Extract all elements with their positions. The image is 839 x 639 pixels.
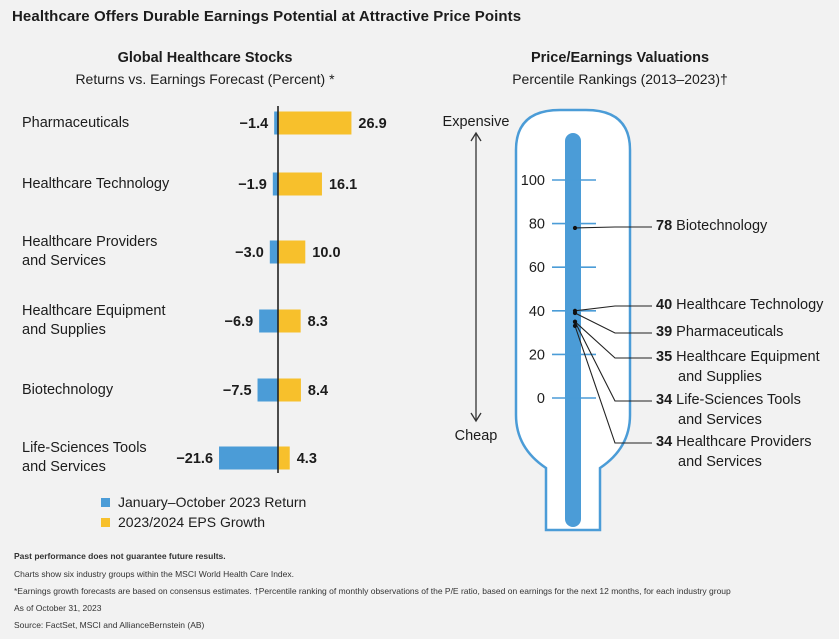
legend-item-return: January–October 2023 Return bbox=[101, 494, 306, 510]
leader-line bbox=[574, 312, 652, 334]
point-value: 40 bbox=[656, 297, 673, 313]
bar-chart: −1.4 26.9 −1.9 16.1 −3.0 10.0 −6.9 8.3 −7.5 8.4 −2… bbox=[176, 106, 387, 473]
bar-eps bbox=[278, 378, 301, 402]
bar-return bbox=[219, 446, 278, 470]
point-label-line: and Services bbox=[678, 453, 762, 470]
bar-chart-title: Global Healthcare Stocks bbox=[117, 50, 293, 66]
leader-line bbox=[574, 321, 652, 359]
bar-return bbox=[274, 111, 278, 135]
footnote-2: *Earnings growth forecasts are based on … bbox=[14, 586, 731, 596]
data-label-return: −7.5 bbox=[223, 383, 252, 399]
category-label: Biotechnology bbox=[22, 381, 113, 400]
category-label-line: and Supplies bbox=[22, 322, 106, 338]
legend-swatch-eps bbox=[101, 517, 110, 527]
data-point bbox=[572, 225, 578, 231]
data-point bbox=[572, 323, 578, 328]
data-label-return: −21.6 bbox=[176, 451, 213, 467]
source-note: Source: FactSet, MSCI and AllianceBernst… bbox=[14, 620, 205, 630]
data-label-eps: 8.3 bbox=[308, 314, 328, 330]
bar-return bbox=[257, 378, 278, 402]
category-label-line: Life-Sciences Tools bbox=[22, 440, 147, 456]
legend-swatch-return bbox=[101, 497, 110, 507]
category-label-line: Pharmaceuticals bbox=[22, 114, 130, 131]
arrow-up-icon bbox=[470, 131, 482, 142]
arrow-down-icon bbox=[470, 412, 482, 423]
bar-return bbox=[269, 240, 278, 264]
tick-label: 40 bbox=[529, 304, 545, 320]
point-value: 39 bbox=[656, 324, 673, 340]
data-label-return: −1.9 bbox=[238, 177, 267, 193]
point-value: 35 bbox=[656, 349, 673, 365]
tick-label: 80 bbox=[529, 217, 545, 233]
data-label-return: −3.0 bbox=[235, 245, 264, 261]
category-label: Healthcare Providers and Services bbox=[22, 233, 157, 271]
point-label-line: 34 Life-Sciences Tools bbox=[656, 392, 801, 408]
category-label-line: Healthcare Technology bbox=[22, 175, 170, 192]
point-value: 34 bbox=[656, 434, 673, 450]
point-label: 39 Pharmaceuticals bbox=[656, 323, 783, 343]
bar-return bbox=[272, 172, 278, 196]
category-label-line: and Services bbox=[22, 459, 106, 475]
data-label-eps: 8.4 bbox=[308, 383, 328, 399]
data-label-eps: 10.0 bbox=[312, 245, 340, 261]
point-label: 40 Healthcare Technology bbox=[656, 296, 823, 316]
tick-label: 60 bbox=[529, 260, 545, 276]
footnote-1: Charts show six industry groups within t… bbox=[14, 569, 294, 579]
point-label-line: and Supplies bbox=[678, 368, 762, 385]
point-label-line: 35 Healthcare Equipment bbox=[656, 349, 820, 365]
point-label-line: 40 Healthcare Technology bbox=[656, 297, 824, 313]
bar-eps bbox=[278, 446, 290, 470]
point-value: 78 bbox=[656, 218, 673, 234]
bar-eps bbox=[278, 240, 306, 264]
legend-label-eps: 2023/2024 EPS Growth bbox=[118, 514, 266, 530]
tick-label: 20 bbox=[529, 347, 545, 363]
category-label: Life-Sciences Tools and Services bbox=[22, 439, 147, 477]
leader-line bbox=[574, 226, 652, 229]
thermometer-column bbox=[565, 133, 581, 527]
expensive-label: Expensive bbox=[443, 114, 510, 130]
category-label: Healthcare Equipment and Supplies bbox=[22, 302, 165, 340]
point-label-line: and Services bbox=[678, 411, 762, 428]
data-label-return: −1.4 bbox=[240, 116, 269, 132]
thermometer-title: Price/Earnings Valuations bbox=[530, 50, 710, 66]
data-point bbox=[572, 310, 578, 316]
disclaimer: Past performance does not guarantee futu… bbox=[14, 551, 226, 561]
category-label-line: Biotechnology bbox=[22, 381, 114, 398]
category-label: Pharmaceuticals bbox=[22, 114, 129, 133]
data-label-eps: 4.3 bbox=[297, 451, 317, 467]
bar-chart-subtitle: Returns vs. Earnings Forecast (Percent) … bbox=[75, 71, 335, 87]
point-label: 78 Biotechnology bbox=[656, 217, 767, 237]
bar-eps bbox=[278, 111, 352, 135]
main-title: Healthcare Offers Durable Earnings Poten… bbox=[12, 8, 522, 25]
leader-line bbox=[574, 321, 652, 402]
cheap-label: Cheap bbox=[455, 428, 498, 444]
tick-label: 0 bbox=[537, 391, 545, 407]
tick-label: 100 bbox=[521, 173, 545, 189]
point-value: 34 bbox=[656, 392, 673, 408]
bar-return bbox=[259, 309, 278, 333]
bar-eps bbox=[278, 172, 322, 196]
data-point bbox=[572, 319, 578, 324]
category-label-line: and Services bbox=[22, 253, 106, 269]
legend-item-eps: 2023/2024 EPS Growth bbox=[101, 514, 265, 530]
point-label: 34 Life-Sciences Tools and Services bbox=[656, 391, 801, 430]
point-label-line: 78 Biotechnology bbox=[656, 218, 768, 234]
point-label-line: 34 Healthcare Providers bbox=[656, 434, 812, 450]
category-label: Healthcare Technology bbox=[22, 175, 169, 194]
legend-label-return: January–October 2023 Return bbox=[118, 494, 307, 510]
leader-line bbox=[574, 305, 652, 312]
thermometer-subtitle: Percentile Rankings (2013–2023)† bbox=[512, 71, 728, 87]
point-label-line: 39 Pharmaceuticals bbox=[656, 324, 784, 340]
point-label: 34 Healthcare Providers and Services bbox=[656, 433, 812, 472]
data-label-return: −6.9 bbox=[225, 314, 254, 330]
leader-line bbox=[574, 325, 652, 444]
data-label-eps: 16.1 bbox=[329, 177, 357, 193]
thermometer-chart: 0 20 40 60 80 100 Expensive Cheap bbox=[443, 108, 652, 532]
point-label: 35 Healthcare Equipment and Supplies bbox=[656, 348, 820, 387]
bar-eps bbox=[278, 309, 301, 333]
as-of-date: As of October 31, 2023 bbox=[14, 603, 102, 613]
category-label-line: Healthcare Equipment bbox=[22, 303, 166, 319]
data-label-eps: 26.9 bbox=[358, 116, 386, 132]
category-label-line: Healthcare Providers bbox=[22, 234, 158, 250]
